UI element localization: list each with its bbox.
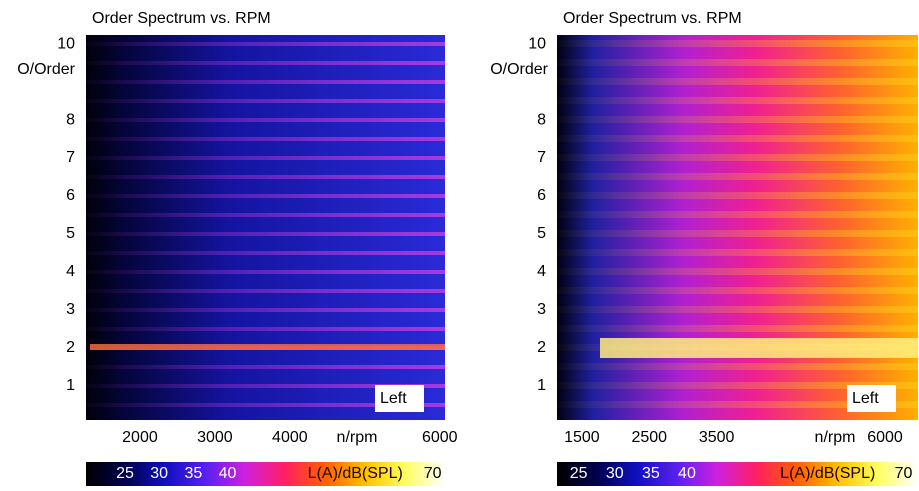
colorbar-tick-label: 70 <box>424 465 442 482</box>
colorbar-label: L(A)/dB(SPL) <box>780 465 875 482</box>
y-tick-label: 7 <box>66 149 75 166</box>
y-tick-label: 1 <box>66 377 75 394</box>
y-tick-label: 8 <box>66 111 75 128</box>
x-axis-label: n/rpm <box>815 429 856 446</box>
colorbar-tick-label: 35 <box>184 465 202 482</box>
x-tick-label: 2500 <box>631 429 667 446</box>
right-heatmap <box>557 35 918 420</box>
annotation-box <box>847 385 896 412</box>
colorbar <box>557 462 918 486</box>
colorbar-tick-label: 25 <box>116 465 134 482</box>
y-tick-label: 8 <box>537 111 546 128</box>
y-tick-label: 4 <box>537 263 546 280</box>
y-tick-label: 1 <box>537 377 546 394</box>
y-tick-label: 5 <box>66 225 75 242</box>
left-heatmap <box>86 35 445 420</box>
colorbar-tick-label: 30 <box>150 465 168 482</box>
order-2-band <box>600 338 918 358</box>
colorbar-tick-label: 40 <box>219 465 237 482</box>
y-tick-label: 3 <box>66 301 75 318</box>
annotation: Left <box>380 390 407 407</box>
y-tick-label: 4 <box>66 263 75 280</box>
annotation: Left <box>852 390 879 407</box>
chart-title: Order Spectrum vs. RPM <box>92 10 271 27</box>
x-tick-label: 6000 <box>422 429 458 446</box>
y-tick-label: 6 <box>537 187 546 204</box>
x-tick-label: 4000 <box>272 429 308 446</box>
x-axis-label: n/rpm <box>337 429 378 446</box>
order-stripes <box>86 35 445 420</box>
y-tick-label: 5 <box>537 225 546 242</box>
annotation-box <box>375 385 424 412</box>
y-axis-label: O/Order <box>17 61 75 78</box>
y-tick-label: 2 <box>66 339 75 356</box>
y-tick-label: 3 <box>537 301 546 318</box>
y-tick-label: 7 <box>537 149 546 166</box>
x-tick-label: 3000 <box>197 429 233 446</box>
y-tick-label: 10 <box>528 35 546 52</box>
colorbar-tick-label: 35 <box>642 465 660 482</box>
colorbar-tick-label: 70 <box>895 465 913 482</box>
x-tick-label: 2000 <box>122 429 158 446</box>
y-tick-label: 2 <box>537 339 546 356</box>
order-2-band <box>90 344 445 350</box>
y-axis-label: O/Order <box>490 61 548 78</box>
colorbar-tick-label: 30 <box>606 465 624 482</box>
order-stripes <box>557 35 918 420</box>
colorbar <box>86 462 445 486</box>
y-tick-label: 10 <box>57 35 75 52</box>
x-tick-label: 6000 <box>867 429 903 446</box>
y-tick-label: 6 <box>66 187 75 204</box>
colorbar-tick-label: 40 <box>678 465 696 482</box>
x-tick-label: 1500 <box>564 429 600 446</box>
chart-title: Order Spectrum vs. RPM <box>563 10 742 27</box>
colorbar-label: L(A)/dB(SPL) <box>308 465 403 482</box>
colorbar-tick-label: 25 <box>570 465 588 482</box>
x-tick-label: 3500 <box>699 429 735 446</box>
